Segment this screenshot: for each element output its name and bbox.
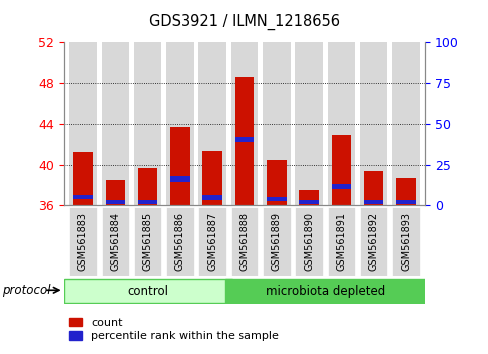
Bar — [230, 42, 258, 205]
Bar — [134, 42, 161, 205]
Text: GSM561886: GSM561886 — [175, 212, 184, 271]
Bar — [105, 200, 125, 204]
Bar — [166, 207, 193, 276]
Bar — [234, 137, 254, 142]
Bar — [224, 279, 425, 303]
Bar — [138, 168, 157, 205]
Bar — [102, 42, 129, 205]
Bar — [263, 42, 290, 205]
Bar — [69, 42, 97, 205]
Bar — [359, 42, 386, 205]
Bar — [198, 42, 225, 205]
Bar — [69, 207, 97, 276]
Text: GSM561888: GSM561888 — [239, 212, 249, 271]
Text: GSM561891: GSM561891 — [336, 212, 346, 271]
Bar — [396, 200, 415, 204]
Bar — [266, 160, 286, 205]
Bar — [63, 279, 231, 303]
Bar — [170, 176, 189, 182]
Text: GSM561884: GSM561884 — [110, 212, 120, 271]
Bar — [263, 207, 290, 276]
Bar — [202, 195, 222, 200]
Bar — [170, 127, 189, 205]
Text: GSM561885: GSM561885 — [142, 212, 152, 271]
Bar — [363, 200, 383, 204]
Legend: count, percentile rank within the sample: count, percentile rank within the sample — [69, 318, 279, 341]
Bar — [234, 77, 254, 205]
Bar — [73, 195, 92, 199]
Text: control: control — [127, 285, 168, 298]
Text: GSM561883: GSM561883 — [78, 212, 88, 271]
Bar — [363, 171, 383, 205]
Bar — [331, 135, 350, 205]
Bar — [266, 197, 286, 201]
Bar — [105, 180, 125, 205]
Bar — [327, 207, 354, 276]
Bar — [396, 178, 415, 205]
Bar — [391, 207, 419, 276]
Text: GSM561890: GSM561890 — [304, 212, 313, 271]
Text: GDS3921 / ILMN_1218656: GDS3921 / ILMN_1218656 — [149, 14, 339, 30]
Bar — [299, 190, 318, 205]
Bar — [359, 207, 386, 276]
Bar — [331, 184, 350, 189]
Bar — [102, 207, 129, 276]
Bar — [166, 42, 193, 205]
Text: protocol: protocol — [2, 284, 51, 297]
Bar — [295, 42, 322, 205]
Text: GSM561889: GSM561889 — [271, 212, 281, 271]
Bar — [73, 152, 92, 205]
Bar — [198, 207, 225, 276]
Bar — [134, 207, 161, 276]
Bar — [391, 42, 419, 205]
Bar — [299, 200, 318, 204]
Bar — [138, 200, 157, 204]
Text: GSM561887: GSM561887 — [207, 212, 217, 271]
Bar — [202, 152, 222, 205]
Text: GSM561893: GSM561893 — [400, 212, 410, 271]
Bar — [295, 207, 322, 276]
Bar — [327, 42, 354, 205]
Bar — [230, 207, 258, 276]
Text: GSM561892: GSM561892 — [368, 212, 378, 271]
Text: microbiota depleted: microbiota depleted — [265, 285, 384, 298]
